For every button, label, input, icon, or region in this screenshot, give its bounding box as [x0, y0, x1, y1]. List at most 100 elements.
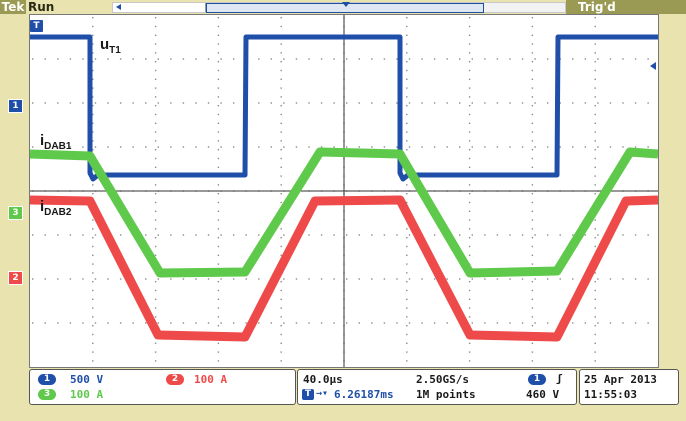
channel-3-badge[interactable]: 3: [38, 389, 56, 400]
grid-dot: [509, 102, 511, 104]
grid-dot: [406, 228, 408, 230]
grid-dot: [217, 254, 220, 256]
grid-dot: [119, 278, 122, 280]
grid-dot: [232, 322, 235, 324]
grid-dot: [531, 140, 534, 142]
grid-dot: [421, 322, 423, 324]
grid-dot: [280, 281, 282, 283]
grid-dot: [594, 351, 596, 353]
grid-dot: [92, 325, 94, 327]
grid-dot: [217, 184, 220, 186]
grid-dot: [358, 146, 360, 148]
grid-dot: [220, 102, 222, 104]
grid-dot: [92, 34, 94, 36]
grid-dot: [57, 278, 59, 280]
grid-dot: [371, 278, 373, 280]
grid-dot: [333, 322, 335, 324]
grid-dot: [421, 102, 423, 104]
grid-dot: [346, 102, 348, 104]
trigger-position-icon: T: [302, 389, 314, 400]
grid-dot: [406, 351, 408, 353]
grid-dot: [280, 325, 282, 327]
grid-dot: [383, 102, 386, 104]
channel-1-badge[interactable]: 1: [38, 374, 56, 385]
grid-dot: [446, 58, 448, 60]
grid-dot: [217, 289, 220, 292]
grid-dot: [154, 17, 157, 19]
grid-dot: [280, 245, 282, 248]
grid-dot: [207, 102, 210, 104]
record-position-bar[interactable]: [112, 2, 566, 13]
grid-dot: [154, 105, 157, 107]
grid-dot: [308, 146, 310, 148]
grid-dot: [195, 102, 197, 104]
grid-dot: [468, 78, 471, 80]
grid-dot: [559, 278, 561, 280]
grid-dot: [468, 25, 471, 28]
grid-dot: [433, 102, 436, 104]
grid-dot: [333, 146, 335, 148]
grid-dot: [182, 102, 185, 104]
grid-dot: [433, 234, 436, 236]
channel-scale-box[interactable]: 1 500 V 2 100 A 3 100 A: [29, 369, 296, 405]
trigger-source-badge[interactable]: 1: [528, 374, 546, 385]
grid-dot: [531, 298, 534, 300]
grid-dot: [459, 58, 461, 60]
grid-dot: [92, 69, 94, 72]
grid-dot: [308, 322, 310, 324]
grid-dot: [92, 140, 94, 142]
grid-dot: [408, 322, 411, 324]
grid-dot: [531, 157, 534, 160]
grid-dot: [597, 278, 599, 280]
grid-dot: [333, 102, 335, 104]
grid-dot: [433, 146, 436, 148]
grid-dot: [333, 58, 335, 60]
grid-dot: [594, 25, 596, 28]
grid-dot: [132, 102, 134, 104]
grid-dot: [559, 234, 561, 236]
grid-dot: [217, 316, 220, 318]
waveform-display[interactable]: [29, 14, 659, 368]
grid-dot: [154, 69, 157, 72]
grid-dot: [622, 58, 624, 60]
delay-arrow-icon: →▾: [316, 388, 329, 399]
grid-dot: [280, 122, 282, 124]
channel-2-badge[interactable]: 2: [166, 374, 184, 385]
grid-dot: [446, 146, 448, 148]
grid-dot: [594, 166, 596, 168]
trigger-level-arrow-icon[interactable]: [650, 62, 656, 70]
grid-dot: [92, 184, 94, 186]
grid-dot: [459, 234, 461, 236]
channel-1-ground-marker[interactable]: 1: [8, 99, 23, 113]
grid-dot: [396, 102, 398, 104]
grid-dot: [258, 278, 260, 280]
grid-dot: [594, 131, 596, 133]
grid-dot: [94, 102, 97, 104]
record-left-arrow-icon: [113, 3, 206, 12]
grid-dot: [521, 58, 524, 60]
channel-3-ground-marker[interactable]: 3: [8, 206, 23, 220]
grid-dot: [531, 96, 534, 98]
grid-dot: [32, 58, 34, 60]
grid-dot: [157, 58, 159, 60]
grid-dot: [92, 87, 94, 89]
grid-dot: [468, 184, 471, 186]
grid-dot: [406, 122, 408, 124]
channel-2-ground-marker[interactable]: 2: [8, 271, 23, 285]
grid-dot: [154, 228, 157, 230]
trace-uT1: [30, 34, 658, 182]
grid-dot: [154, 113, 157, 116]
grid-dot: [468, 360, 471, 362]
grid-dot: [270, 102, 273, 104]
timebase-trigger-box[interactable]: 40.0µs T →▾ 6.26187ms 2.50GS/s 1M points…: [297, 369, 577, 405]
trigger-position-icon[interactable]: T: [30, 20, 43, 32]
grid-dot: [107, 146, 109, 148]
grid-dot: [107, 278, 109, 280]
grid-dot: [57, 322, 59, 324]
grid-dot: [217, 351, 220, 353]
grid-dot: [408, 278, 411, 280]
grid-dot: [534, 58, 536, 60]
grid-dot: [119, 146, 122, 148]
grid-dot: [572, 322, 574, 324]
grid-dot: [217, 166, 220, 168]
